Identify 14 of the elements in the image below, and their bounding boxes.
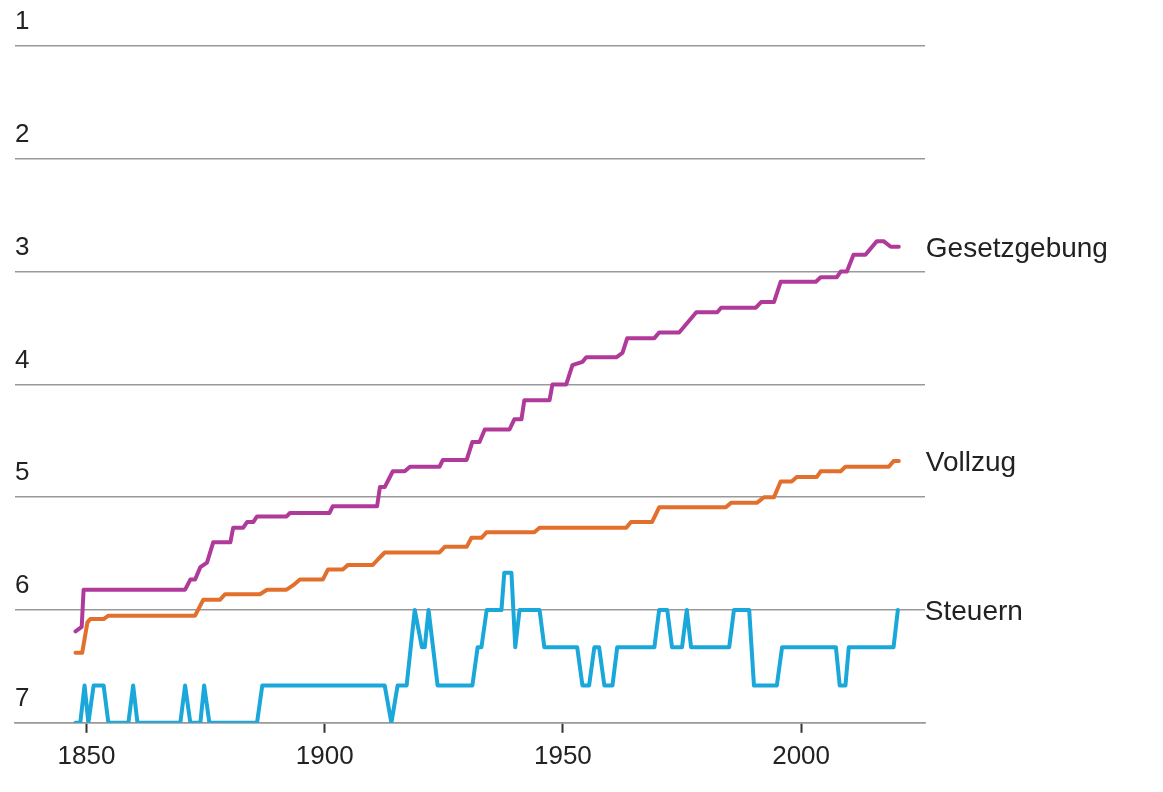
y-tick-label: 4: [15, 343, 30, 374]
y-tick-label: 2: [15, 117, 30, 148]
y-tick-label: 5: [15, 456, 30, 487]
x-tick-label: 1900: [295, 739, 354, 770]
series-label: Gesetzgebung: [925, 231, 1108, 263]
x-tick-label: 1850: [57, 739, 116, 770]
series-label: Vollzug: [925, 445, 1017, 477]
x-tick-label: 1950: [533, 739, 592, 770]
y-tick-label: 6: [15, 569, 30, 600]
series-label: Steuern: [924, 594, 1023, 626]
x-tick-label: 2000: [772, 739, 831, 770]
y-tick-label: 7: [15, 681, 30, 712]
y-tick-label: 3: [15, 230, 30, 261]
y-tick-label: 1: [15, 5, 30, 36]
